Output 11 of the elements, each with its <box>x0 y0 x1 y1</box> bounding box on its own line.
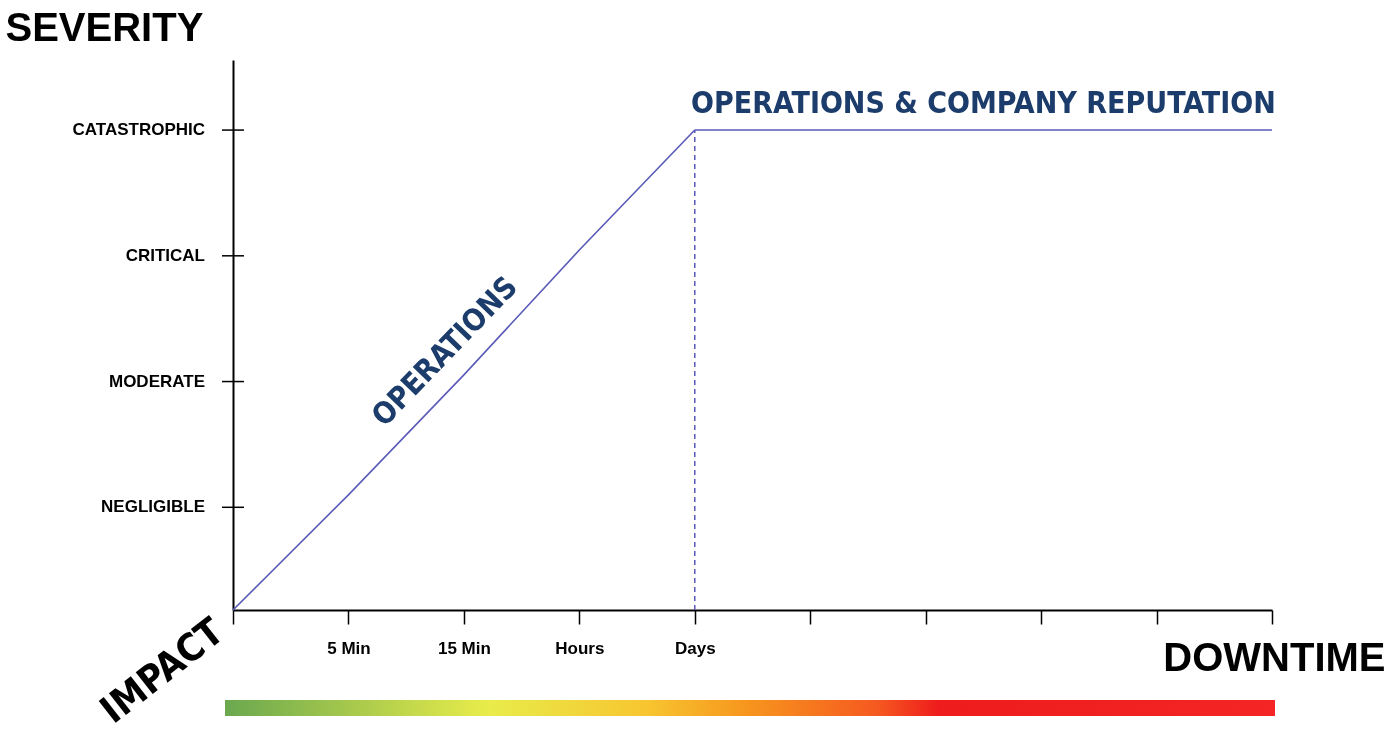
x-axis-title: DOWNTIME <box>1163 634 1386 679</box>
text: NEGLIGIBLE <box>101 497 205 517</box>
x-tick-label: 5 Min <box>327 638 371 658</box>
text: CATASTROPHIC <box>72 120 205 140</box>
text: CRITICAL <box>125 245 205 265</box>
series-label: OPERATIONS & COMPANY REPUTATION <box>690 85 1276 121</box>
x-tick-label: Days <box>674 638 716 658</box>
x-tick-label: Hours <box>555 638 605 658</box>
y-axis-title: SEVERITY <box>5 4 204 49</box>
x-tick-label: 15 Min <box>437 638 491 658</box>
text: MODERATE <box>108 371 205 391</box>
